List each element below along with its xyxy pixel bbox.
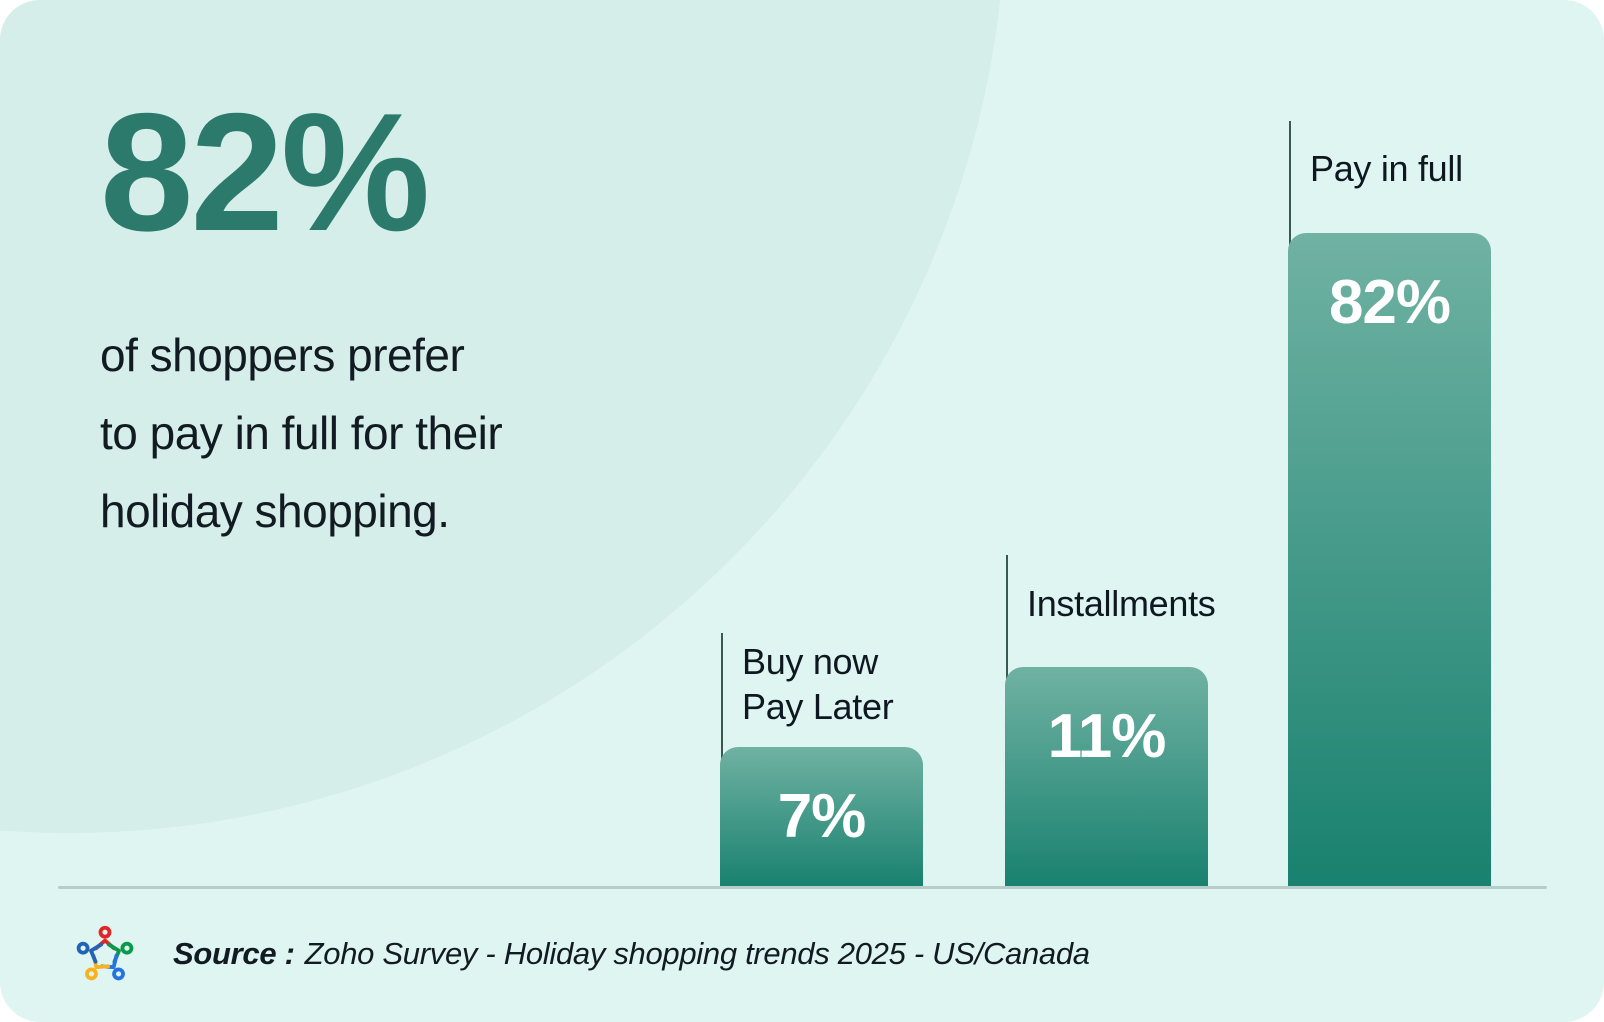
source-row: Source : Zoho Survey - Holiday shopping t…: [73, 916, 1090, 992]
bar-category-label-line: Pay Later: [742, 686, 894, 727]
bar-2: 11%: [1005, 667, 1208, 886]
bar-3: 82%: [1288, 233, 1491, 886]
bar-1: 7%: [720, 747, 923, 886]
bar-category-label: Pay in full: [1310, 146, 1463, 191]
source-citation: Zoho Survey - Holiday shopping trends 20…: [304, 936, 1090, 971]
headline-description-line: holiday shopping.: [100, 485, 450, 537]
headline-description-line: of shoppers prefer: [100, 329, 465, 381]
headline-description-line: to pay in full for their: [100, 407, 503, 459]
bar-category-label-line: Buy now: [742, 641, 878, 682]
chart-baseline: [58, 886, 1547, 889]
bar-category-label: Installments: [1027, 581, 1216, 626]
source-text: Source : Zoho Survey - Holiday shopping t…: [173, 936, 1090, 972]
headline-stat: 82%: [100, 78, 430, 266]
bar-value-label: 82%: [1328, 268, 1451, 337]
headline-description: of shoppers prefer to pay in full for th…: [100, 316, 503, 550]
bar-category-label-line: Pay in full: [1310, 148, 1463, 189]
bar-tick-line: [1289, 121, 1291, 263]
source-prefix: Source :: [173, 936, 295, 971]
bar-value-label: 11%: [1047, 702, 1167, 771]
bar-tick-line: [1006, 555, 1008, 697]
bar-category-label-line: Installments: [1027, 583, 1216, 624]
bar-tick-line: [721, 633, 723, 777]
bar-category-label: Buy now Pay Later: [742, 639, 894, 729]
bar-value-label: 7%: [777, 782, 867, 851]
zoho-survey-logo-icon: [76, 925, 134, 981]
